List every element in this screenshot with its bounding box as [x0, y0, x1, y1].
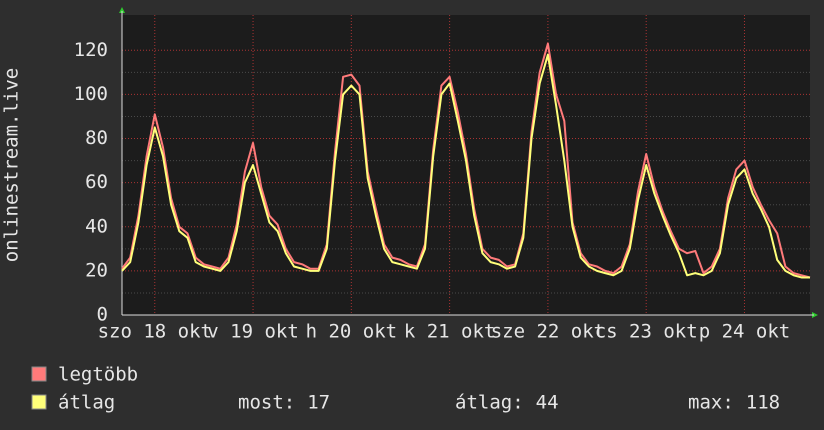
x-tick-label: k 21 okt — [404, 321, 496, 343]
legend-label: átlag — [58, 392, 115, 414]
y-tick-label: 40 — [85, 215, 108, 237]
y-tick-label: 100 — [74, 83, 108, 105]
stat-value: 118 — [746, 392, 780, 414]
stat-value: 44 — [536, 392, 559, 414]
y-arrow — [119, 7, 125, 13]
y-tick-label: 60 — [85, 171, 108, 193]
legend-label: legtöbb — [58, 364, 138, 386]
x-arrow — [812, 312, 818, 318]
x-tick-label: cs 23 okt — [595, 321, 698, 343]
series-line — [121, 53, 810, 279]
y-tick-label: 120 — [74, 39, 108, 61]
legend-swatch — [31, 366, 47, 382]
x-tick-label: szo 18 okt — [98, 321, 212, 343]
y-tick-label: 80 — [85, 127, 108, 149]
x-tick-label: p 24 okt — [699, 321, 791, 343]
series-line — [121, 42, 811, 279]
x-tick-label: h 20 okt — [306, 321, 398, 343]
stat-value: 17 — [307, 392, 330, 414]
stat-label: most: — [238, 392, 295, 414]
stat-label: max: — [688, 392, 734, 414]
x-tick-label: v 19 okt — [207, 321, 299, 343]
y-tick-label: 0 — [97, 304, 108, 326]
x-tick-label: sze 22 okt — [491, 321, 605, 343]
y-axis-label: onlinestream.live — [1, 68, 23, 262]
legend-swatch — [31, 394, 47, 410]
stat-label: átlag: — [455, 392, 524, 414]
y-tick-label: 20 — [85, 259, 108, 281]
